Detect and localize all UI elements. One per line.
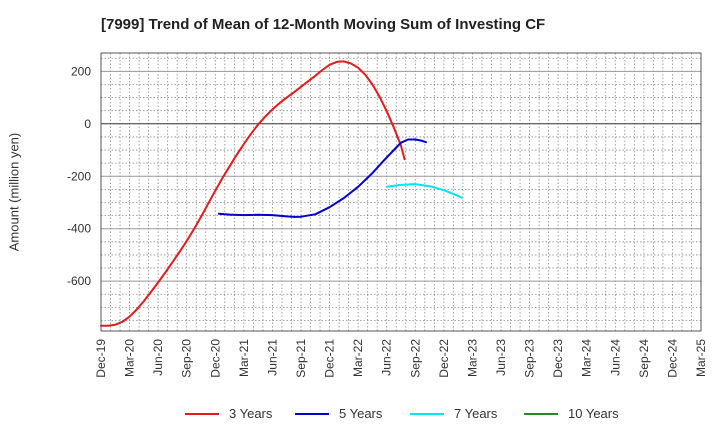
legend-swatch [410,412,444,415]
x-tick-label: Sep-20 [180,339,194,378]
legend-item: 10 Years [524,406,619,421]
x-tick-label: Mar-25 [694,339,708,377]
x-tick-label: Jun-23 [494,339,508,376]
y-tick-label: -400 [67,222,91,236]
x-tick-label: Mar-21 [237,339,251,377]
legend-item: 7 Years [410,406,497,421]
x-tick-layer: Dec-19 Mar-20 Jun-20 Sep-20 Dec-20 Mar-21 Jun-… [94,339,708,378]
x-tick-label: Jun-20 [151,339,165,376]
x-tick-label: Jun-22 [380,339,394,376]
legend-swatch [524,412,558,415]
y-tick-layer: 200 0 -200 -400 -600 [67,64,91,288]
x-tick-label: Sep-21 [294,339,308,378]
plot-frame [100,52,702,332]
legend-item: 3 Years [185,406,272,421]
x-tick-label: Mar-20 [123,339,137,377]
x-tick-label: Jun-21 [265,339,279,376]
x-tick-label: Mar-23 [465,339,479,377]
legend-label: 5 Years [339,406,383,421]
legend-label: 10 Years [568,406,619,421]
series-line-3-years [100,60,406,327]
series-line-5-years [217,138,427,218]
x-tick-label: Sep-24 [637,339,651,378]
legend-swatch [185,412,219,415]
x-tick-label: Dec-22 [437,339,451,378]
x-tick-label: Dec-19 [94,339,108,378]
chart-title: [7999] Trend of Mean of 12-Month Moving … [101,16,546,33]
legend-label: 7 Years [454,406,498,421]
x-tick-label: Mar-24 [580,339,594,377]
x-tick-label: Sep-22 [408,339,422,378]
y-tick-label: 0 [84,117,91,131]
grid-layer [101,53,701,331]
x-tick-label: Dec-21 [323,339,337,378]
y-tick-label: -200 [67,169,91,183]
x-tick-label: Jun-24 [608,339,622,376]
legend-item: 5 Years [295,406,382,421]
x-tick-label: Dec-23 [551,339,565,378]
y-tick-label: 200 [71,64,91,78]
series-line-7-years [385,183,463,199]
y-tick-label: -600 [67,274,91,288]
legend: 3 Years 5 Years 7 Years 10 Years [0,406,720,424]
x-tick-label: Dec-20 [208,339,222,378]
x-tick-label: Mar-22 [351,339,365,377]
legend-label: 3 Years [229,406,273,421]
x-tick-label: Sep-23 [523,339,537,378]
series-layer [100,60,463,327]
x-tick-label: Dec-24 [665,339,679,378]
legend-swatch [295,412,329,415]
